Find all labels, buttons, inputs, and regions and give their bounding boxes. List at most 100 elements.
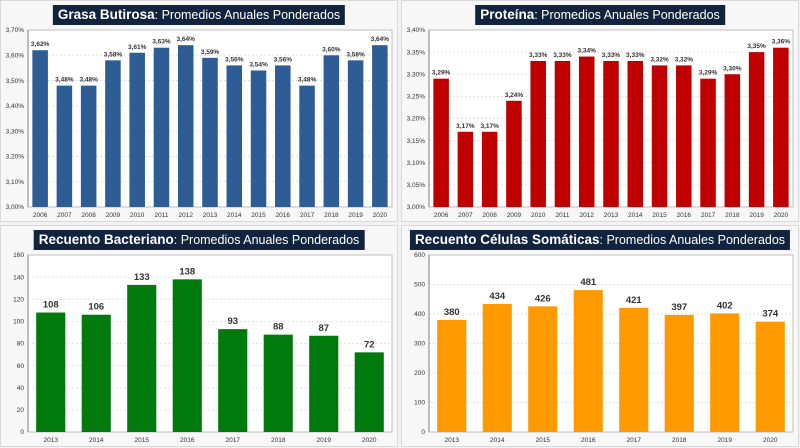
data-label: 3,60% <box>322 46 341 53</box>
y-tick-label: 200 <box>414 370 425 377</box>
x-tick-label: 2019 <box>718 437 733 444</box>
bar <box>36 312 66 432</box>
data-label: 3,33% <box>529 52 548 59</box>
data-label: 3,35% <box>747 43 766 50</box>
bar <box>32 50 48 207</box>
data-label: 106 <box>88 302 104 313</box>
data-label: 3,24% <box>505 92 524 99</box>
x-tick-label: 2019 <box>348 212 363 219</box>
chart-title: Grasa Butirosa: Promedios Anuales Ponder… <box>52 5 346 25</box>
y-tick-label: 3,00% <box>6 204 25 211</box>
x-tick-label: 2012 <box>579 212 594 219</box>
x-tick-label: 2017 <box>701 212 716 219</box>
data-label: 3,34% <box>578 48 597 55</box>
bar <box>773 47 789 208</box>
x-tick-label: 2007 <box>458 212 473 219</box>
panel-grasa-butirosa: Grasa Butirosa: Promedios Anuales Ponder… <box>0 0 398 222</box>
data-label: 3,32% <box>675 56 694 63</box>
y-tick-label: 3,15% <box>407 138 426 145</box>
y-tick-label: 3,20% <box>6 154 25 161</box>
bar <box>528 306 558 432</box>
x-tick-label: 2015 <box>251 212 266 219</box>
y-tick-label: 3,40% <box>407 27 426 34</box>
bar <box>127 284 157 432</box>
y-tick-label: 500 <box>414 282 425 289</box>
data-label: 3,17% <box>480 123 499 130</box>
data-label: 3,63% <box>152 39 171 46</box>
bar <box>153 47 170 208</box>
data-label: 93 <box>227 316 238 327</box>
data-label: 426 <box>535 293 551 304</box>
bar <box>263 334 293 432</box>
chart-title-bold: Recuento Células Somáticas <box>414 232 600 247</box>
data-label: 3,29% <box>699 70 718 77</box>
bar <box>218 329 248 432</box>
y-tick-label: 100 <box>13 319 24 326</box>
data-label: 3,58% <box>346 51 365 58</box>
x-tick-label: 2011 <box>154 212 168 219</box>
data-label: 3,48% <box>298 77 317 84</box>
data-label: 3,48% <box>55 77 74 84</box>
bar <box>299 85 315 207</box>
chart-title-rest: : Promedios Anuales Ponderados <box>599 233 786 247</box>
bar <box>347 60 364 207</box>
x-tick-label: 2006 <box>434 212 449 219</box>
bar <box>323 55 340 208</box>
y-tick-label: 140 <box>13 274 24 281</box>
bar <box>80 85 97 207</box>
y-tick-label: 0 <box>421 429 425 436</box>
x-tick-label: 2006 <box>33 212 48 219</box>
data-label: 3,56% <box>225 56 244 63</box>
x-tick-label: 2014 <box>227 212 242 219</box>
bar <box>619 307 649 432</box>
chart-title-rest: : Promedios Anuales Ponderados <box>154 8 341 22</box>
y-tick-label: 120 <box>13 296 24 303</box>
data-label: 133 <box>134 272 150 283</box>
y-tick-label: 3,35% <box>407 49 426 56</box>
data-label: 138 <box>179 266 195 277</box>
bar <box>81 314 111 432</box>
data-label: 3,32% <box>650 56 669 63</box>
bar <box>573 290 603 432</box>
x-tick-label: 2020 <box>362 437 377 444</box>
bar <box>372 45 388 207</box>
y-tick-label: 3,30% <box>6 128 25 135</box>
x-tick-label: 2015 <box>652 212 667 219</box>
chart-proteina: 3,00% 3,05% 3,10% 3,15% 3,20% 3,25% 3,30% 3,35%… <box>407 27 794 219</box>
x-tick-label: 2016 <box>180 437 195 444</box>
bar <box>664 314 694 432</box>
bar <box>275 65 291 208</box>
x-tick-label: 2013 <box>445 437 460 444</box>
x-tick-label: 2017 <box>300 212 315 219</box>
bar <box>354 352 384 432</box>
x-tick-label: 2018 <box>271 437 286 444</box>
x-tick-label: 2019 <box>317 437 332 444</box>
data-label: 3,58% <box>104 51 123 58</box>
data-label: 380 <box>444 307 460 318</box>
bar <box>457 131 474 207</box>
x-tick-label: 2013 <box>203 212 218 219</box>
y-tick-label: 160 <box>13 252 24 259</box>
chart-grasa-butirosa: 3,00% 3,10% 3,20% 3,30% 3,40% 3,50% 3,60% 3,70%… <box>6 27 393 219</box>
x-tick-label: 2014 <box>89 437 104 444</box>
x-tick-label: 2015 <box>135 437 150 444</box>
data-label: 3,62% <box>31 41 50 48</box>
x-tick-label: 2018 <box>324 212 339 219</box>
y-tick-label: 300 <box>414 341 425 348</box>
bar <box>56 85 73 207</box>
data-label: 3,36% <box>772 39 791 46</box>
bar <box>482 303 512 432</box>
x-tick-label: 2020 <box>763 437 778 444</box>
x-tick-label: 2017 <box>226 437 241 444</box>
x-tick-label: 2017 <box>627 437 642 444</box>
data-label: 434 <box>489 291 506 302</box>
bar <box>724 74 741 207</box>
data-label: 3,29% <box>432 70 451 77</box>
bar <box>309 335 339 432</box>
x-tick-label: 2016 <box>581 437 596 444</box>
data-label: 87 <box>318 323 329 334</box>
bar <box>433 78 449 207</box>
bar <box>202 57 218 207</box>
x-tick-label: 2014 <box>628 212 643 219</box>
bar <box>748 52 765 207</box>
